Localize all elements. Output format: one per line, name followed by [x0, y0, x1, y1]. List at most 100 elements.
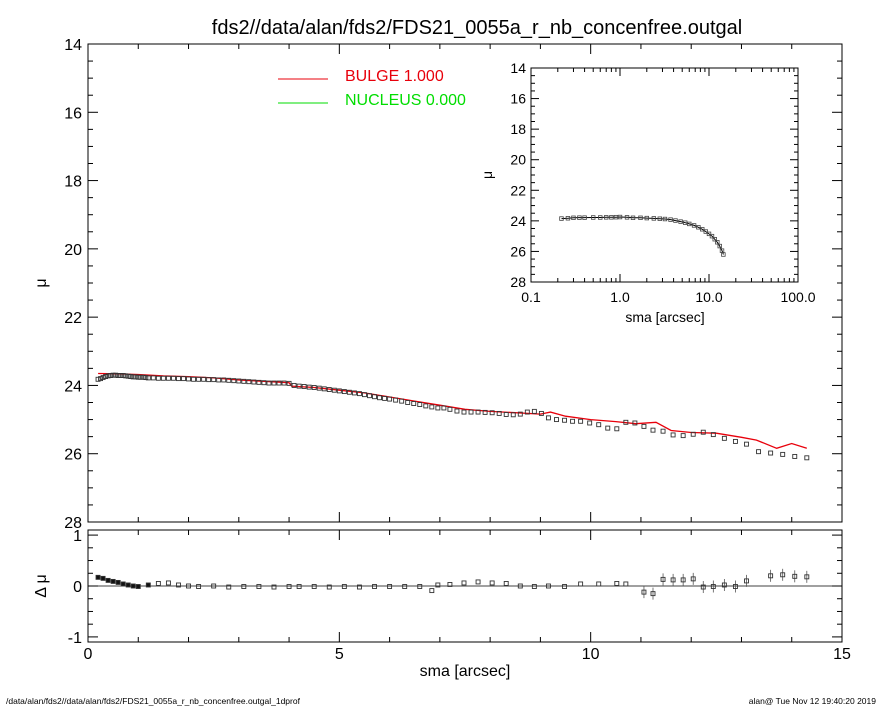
residual-data-point	[578, 581, 584, 587]
residual-data-point	[792, 573, 798, 579]
main-data-point	[351, 390, 357, 396]
residual-data-point	[545, 583, 551, 589]
residual-data-point	[710, 584, 716, 589]
main-data-point	[690, 431, 696, 437]
residual-data-point	[670, 577, 676, 583]
inset-y-tick-labels: 14 16 18 20 22 24 26 28	[510, 60, 526, 290]
residual-data-point	[780, 572, 786, 578]
main-data-point	[680, 433, 686, 439]
inset-data-point	[609, 215, 614, 220]
residual-data-point	[341, 584, 347, 589]
inset-x-tick-label: 0.1	[521, 289, 541, 305]
inset-data-points	[559, 214, 726, 257]
residual-x-tick-labels: 0 5 10 15	[84, 646, 851, 663]
residual-data-point	[596, 581, 602, 587]
inset-y-tick-label: 28	[510, 274, 526, 290]
residual-data-point	[271, 584, 277, 590]
residual-y-tick-labels: -1 0 1	[68, 528, 82, 647]
inset-data-point	[706, 231, 712, 237]
residual-data-point	[475, 579, 481, 585]
inset-y-tick-label: 16	[510, 91, 526, 107]
residual-data-point	[115, 579, 121, 585]
main-data-point	[650, 427, 656, 433]
inset-data-point	[717, 243, 722, 249]
residual-data-point	[531, 584, 537, 589]
main-data-point	[103, 374, 109, 380]
main-data-point	[538, 410, 544, 416]
inset-data-point	[712, 236, 717, 242]
main-data-point	[331, 387, 337, 393]
residual-data-point	[211, 583, 217, 589]
residual-y-tick-label: 0	[73, 579, 82, 596]
main-data-point	[356, 391, 362, 397]
main-data-point	[291, 382, 297, 388]
residual-data-point	[226, 584, 232, 590]
main-data-point	[160, 375, 166, 381]
residual-tick-marks	[87, 530, 843, 642]
residual-data-point	[732, 584, 738, 589]
main-data-point	[201, 376, 207, 382]
main-data-point	[123, 373, 129, 379]
inset-data-point	[715, 240, 720, 245]
residual-data-point	[186, 583, 191, 589]
inset-data-point	[624, 215, 630, 220]
inset-data-point	[644, 215, 649, 221]
main-data-point	[393, 397, 399, 403]
residual-x-axis-label: sma [arcsec]	[420, 663, 511, 680]
residual-data-point	[165, 580, 171, 586]
main-data-point	[387, 396, 393, 402]
residual-data-point	[623, 581, 629, 587]
main-data-point	[98, 376, 104, 382]
main-data-point	[641, 423, 647, 429]
main-data-point	[256, 379, 262, 385]
residual-data-point	[372, 584, 377, 589]
main-data-point	[554, 417, 559, 423]
residual-data-point	[503, 581, 509, 586]
main-data-point	[276, 380, 282, 386]
inset-tick-marks	[530, 67, 799, 283]
main-data-point	[710, 432, 716, 438]
main-data-point	[301, 384, 307, 389]
residual-y-tick-label: 1	[73, 528, 82, 545]
residual-data-point	[461, 580, 467, 586]
residual-data-point	[721, 582, 727, 588]
inset-data-point	[691, 223, 697, 228]
inset-data-point	[577, 215, 582, 220]
residual-data-point	[120, 581, 126, 587]
main-data-point	[372, 394, 377, 400]
inset-x-tick-label: 10.0	[695, 289, 722, 305]
main-data-point	[346, 389, 352, 395]
residual-data-point	[286, 584, 292, 589]
main-data-point	[113, 372, 119, 378]
main-data-point	[321, 386, 327, 392]
main-data-point	[570, 418, 576, 424]
main-data-point	[143, 375, 149, 381]
main-y-tick-label: 22	[64, 310, 82, 327]
inset-data-point	[571, 215, 576, 220]
main-data-point	[367, 393, 372, 399]
main-data-point	[246, 379, 252, 385]
main-data-point	[411, 401, 417, 406]
residual-data-point	[768, 573, 774, 579]
main-data-point	[756, 449, 762, 455]
main-data-point	[181, 376, 186, 382]
residual-data-point	[489, 580, 495, 586]
residual-data-point	[680, 577, 686, 583]
main-data-point	[251, 379, 257, 385]
inset-x-tick-labels: 0.1 1.0 10.0 100.0	[521, 289, 815, 305]
main-data-point	[271, 380, 277, 386]
residual-x-tick-label: 15	[833, 646, 851, 663]
main-data-point	[660, 428, 666, 434]
main-data-point	[108, 373, 114, 378]
main-data-point	[496, 410, 502, 416]
inset-data-point	[604, 215, 609, 220]
main-data-point	[545, 415, 551, 421]
main-data-point	[176, 376, 181, 382]
main-data-point	[804, 455, 810, 461]
main-data-point	[732, 438, 738, 444]
inset-data-point	[682, 220, 688, 225]
main-data-point	[266, 380, 272, 386]
main-data-point	[165, 375, 171, 381]
residual-y-axis-label: Δ μ	[33, 574, 50, 597]
main-data-point	[377, 395, 382, 401]
